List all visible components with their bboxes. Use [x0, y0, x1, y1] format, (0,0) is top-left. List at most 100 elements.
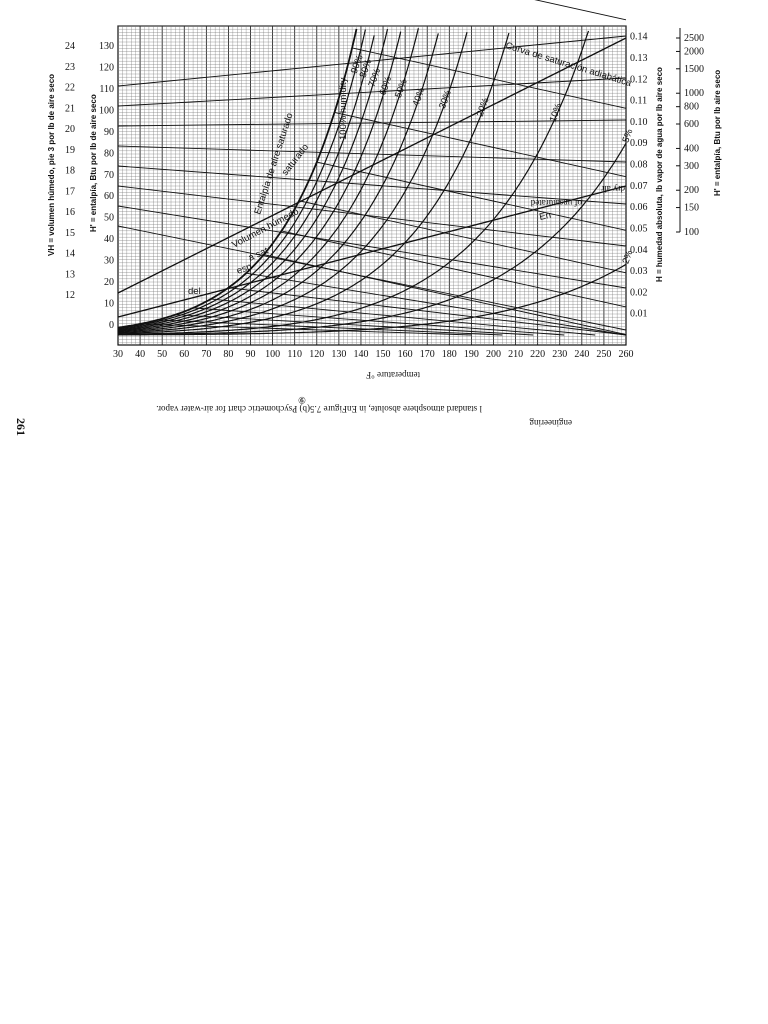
x-tick-label: 140 [353, 349, 368, 360]
rh-curve-80 [117, 35, 375, 330]
left-enthalpy-tick: 70 [104, 170, 114, 181]
adiabatic-line [352, 47, 627, 109]
x-tick-label: 240 [574, 349, 589, 360]
rh-curve-50 [117, 28, 419, 332]
left-volume-tick: 19 [65, 145, 75, 156]
adiabatic-line [193, 307, 565, 336]
humid-volume-saturated-line [117, 37, 627, 294]
left-enthalpy-tick: 40 [104, 234, 114, 245]
right-humidity-tick: 0.12 [630, 74, 648, 85]
left-volume-tick: 21 [65, 103, 75, 114]
left-volume-tick: 20 [65, 124, 75, 135]
caption-word: engineering [529, 418, 572, 428]
adiabatic-line [175, 314, 534, 336]
x-tick-label: 260 [619, 349, 634, 360]
x-tick-label: 210 [508, 349, 523, 360]
rh-label: 5% [620, 127, 635, 144]
adiabatic-line [299, 200, 627, 274]
annotation-del: del [188, 286, 201, 297]
adiabatic-line [246, 272, 627, 336]
right-enthalpy-tick: 2500 [684, 33, 704, 44]
left-volume-tick: 12 [65, 290, 75, 301]
right-humidity-tick: 0.11 [630, 96, 647, 107]
annotation-of-unsaturated: of unsaturated [530, 198, 582, 208]
right-humidity-tick: 0.02 [630, 287, 648, 298]
rh-curve-70 [117, 28, 389, 331]
x-tick-label: 30 [113, 349, 123, 360]
left-volume-tick: 16 [65, 207, 75, 218]
x-tick-label: 180 [442, 349, 457, 360]
left-enthalpy-tick: 100 [99, 105, 114, 116]
volume-line [117, 119, 627, 127]
x-tick-label: 120 [309, 349, 324, 360]
left-enthalpy-tick: 80 [104, 148, 114, 159]
right-humidity-tick: 0.10 [630, 117, 648, 128]
x-tick-label: 170 [420, 349, 435, 360]
left-enthalpy-tick: 0 [109, 320, 114, 331]
right-humidity-tick: 0.08 [630, 160, 648, 171]
x-tick-label: 110 [287, 349, 302, 360]
volume-line [117, 77, 627, 107]
x-tick-label: 230 [552, 349, 567, 360]
right-enthalpy-tick: 100 [684, 227, 699, 238]
x-tick-label: 130 [331, 349, 346, 360]
right-enthalpy-tick: 600 [684, 119, 699, 130]
right-axis-2-label: H' = entalpía, Btu por lb aire seco [713, 70, 722, 196]
volume-line [117, 165, 627, 205]
right-enthalpy-tick: 150 [684, 203, 699, 214]
circled-mark: ⑨ [298, 395, 306, 405]
x-tick-label: 190 [464, 349, 479, 360]
x-tick-label: 200 [486, 349, 501, 360]
left-volume-tick: 18 [65, 166, 75, 177]
right-humidity-tick: 0.13 [630, 53, 648, 64]
right-enthalpy-tick: 300 [684, 161, 699, 172]
annotation-100-humidity: 100% humidity [338, 77, 349, 140]
annotation-dry-air: dry air [601, 184, 625, 194]
x-tick-label: 80 [223, 349, 233, 360]
page-number: 261 [14, 418, 28, 436]
left-axis-1-label: VH = volumen húmedo, pie 3 por lb de air… [47, 74, 56, 256]
left-enthalpy-tick: 10 [104, 299, 114, 310]
right-enthalpy-tick: 1000 [684, 88, 704, 99]
x-tick-label: 160 [398, 349, 413, 360]
volume-line [117, 185, 627, 247]
rh-curve-90 [117, 29, 366, 329]
adiabatic-line [140, 323, 472, 336]
adiabatic-line [316, 161, 627, 231]
x-tick-label: 90 [246, 349, 256, 360]
left-enthalpy-tick: 120 [99, 62, 114, 73]
x-axis-name: temperature °F [366, 370, 420, 380]
right-enthalpy-tick: 200 [684, 185, 699, 196]
adiabatic-line [281, 230, 627, 308]
adiabatic-line [534, 0, 627, 21]
x-tick-label: 50 [157, 349, 167, 360]
right-enthalpy-tick: 1500 [684, 64, 704, 75]
left-axis-2-label: H' = entalpía, Btu por lb de aire seco [89, 94, 98, 232]
rh-curve-40 [117, 33, 439, 333]
volume-line [117, 225, 627, 331]
chart-curves: 90%80%70%60%50% 40% 30% 20% 10%5%2% [117, 0, 636, 336]
right-enthalpy-tick: 800 [684, 102, 699, 113]
left-volume-tick: 24 [65, 41, 75, 52]
x-tick-label: 70 [201, 349, 211, 360]
right-humidity-tick: 0.04 [630, 245, 648, 256]
x-tick-label: 60 [179, 349, 189, 360]
left-enthalpy-tick: 130 [99, 41, 114, 52]
right-enthalpy-tick: 2000 [684, 46, 704, 57]
right-axis-1-label: H = humedad absoluta, lb vapor de agua p… [655, 67, 664, 282]
right-humidity-tick: 0.09 [630, 138, 648, 149]
left-enthalpy-tick: 90 [104, 127, 114, 138]
left-enthalpy-tick: 30 [104, 256, 114, 267]
rh-label: 2% [620, 248, 635, 265]
left-volume-tick: 22 [65, 83, 75, 94]
left-volume-tick: 23 [65, 62, 75, 73]
rh-curve-10 [117, 30, 590, 335]
left-enthalpy-tick: 50 [104, 213, 114, 224]
adiabatic-line [157, 319, 503, 336]
rh-curve-5 [118, 142, 627, 336]
x-tick-label: 40 [135, 349, 145, 360]
right-humidity-tick: 0.01 [630, 309, 648, 320]
left-enthalpy-tick: 110 [99, 84, 114, 95]
left-enthalpy-tick: 20 [104, 277, 114, 288]
right-humidity-tick: 0.05 [630, 223, 648, 234]
